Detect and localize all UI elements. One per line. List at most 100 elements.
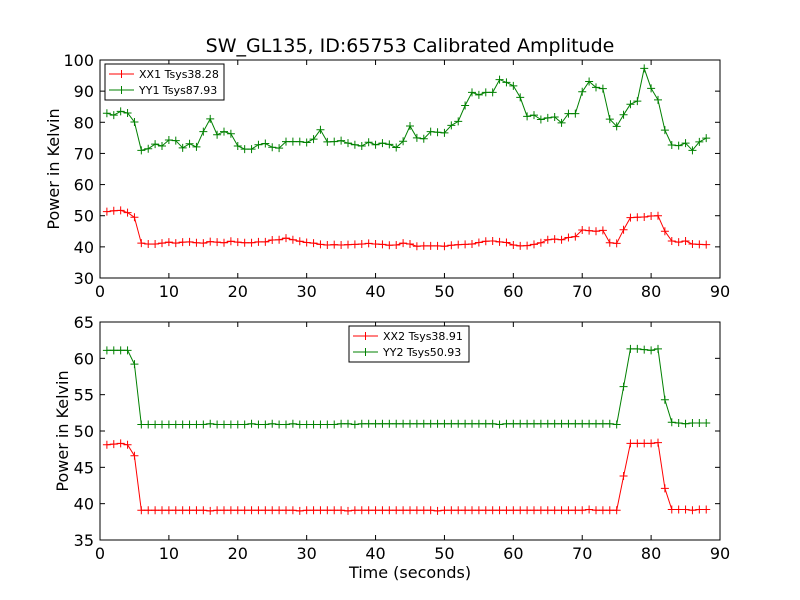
data-point-marker	[364, 239, 373, 248]
legend-item: YY2 Tsys50.93	[353, 346, 461, 359]
data-point-marker	[144, 506, 153, 515]
data-point-marker	[123, 108, 132, 117]
data-point-marker	[523, 506, 532, 515]
y-tick-label: 45	[74, 458, 94, 477]
data-point-marker	[536, 506, 545, 515]
data-point-marker	[481, 506, 490, 515]
y-tick-label: 30	[74, 269, 94, 288]
data-point-marker	[282, 137, 290, 146]
data-point-marker	[419, 134, 428, 143]
data-point-marker	[130, 451, 139, 460]
data-point-marker	[378, 419, 387, 428]
data-point-marker	[171, 506, 180, 515]
data-point-marker	[109, 111, 118, 120]
data-point-marker	[302, 506, 311, 515]
data-point-marker	[543, 113, 552, 122]
data-point-marker	[592, 419, 600, 428]
x-tick-label: 0	[95, 282, 105, 301]
x-tick-label: 40	[365, 282, 385, 301]
data-point-marker	[337, 506, 346, 515]
data-point-marker	[681, 505, 690, 514]
data-point-marker	[447, 506, 456, 515]
series-yy2	[102, 344, 711, 429]
data-point-marker	[598, 84, 607, 93]
data-point-marker	[109, 346, 118, 355]
data-point-marker	[585, 77, 594, 86]
data-point-marker	[295, 237, 304, 246]
data-point-marker	[206, 114, 215, 123]
legend-marker	[361, 348, 370, 356]
data-point-marker	[571, 419, 580, 428]
legend-item: XX1 Tsys38.28	[109, 68, 219, 81]
data-point-marker	[702, 134, 711, 143]
data-point-marker	[550, 419, 559, 428]
data-point-marker	[309, 506, 318, 515]
x-tick-label: 90	[710, 544, 730, 563]
data-point-marker	[474, 238, 483, 247]
data-point-marker	[406, 240, 414, 249]
x-tick-label: 60	[503, 544, 523, 563]
data-point-marker	[454, 117, 463, 126]
data-point-marker	[688, 240, 697, 249]
series-xx1	[102, 206, 711, 251]
data-point-marker	[247, 506, 256, 515]
data-point-marker	[268, 143, 277, 152]
plot-area-frame	[99, 321, 721, 541]
data-point-marker	[571, 109, 580, 118]
data-point-marker	[536, 115, 545, 124]
data-point-marker	[151, 420, 160, 429]
data-point-marker	[468, 419, 476, 428]
legend-label: XX2 Tsys38.91	[383, 330, 463, 343]
data-point-marker	[530, 111, 538, 120]
data-point-marker	[344, 419, 352, 428]
data-point-marker	[144, 420, 153, 429]
series-line	[106, 66, 707, 152]
data-point-marker	[240, 506, 249, 515]
data-point-marker	[350, 506, 359, 515]
data-point-marker	[130, 213, 139, 222]
data-point-marker	[474, 419, 483, 428]
data-point-marker	[447, 419, 456, 428]
data-point-marker	[406, 506, 414, 515]
data-point-marker	[461, 101, 470, 110]
data-point-marker	[144, 240, 153, 249]
data-point-marker	[240, 238, 249, 247]
data-point-marker	[337, 136, 346, 145]
data-point-marker	[667, 141, 676, 150]
data-point-marker	[288, 235, 297, 244]
data-point-marker	[213, 238, 222, 247]
data-point-marker	[633, 97, 642, 106]
data-point-marker	[137, 146, 146, 155]
data-point-marker	[130, 360, 139, 369]
data-point-marker	[158, 506, 166, 515]
data-point-marker	[357, 506, 366, 515]
data-point-marker	[674, 505, 683, 514]
data-point-marker	[392, 506, 401, 515]
data-point-marker	[640, 64, 649, 73]
data-point-marker	[474, 506, 483, 515]
data-point-marker	[220, 127, 228, 136]
x-tick-label: 80	[641, 544, 661, 563]
data-point-marker	[495, 75, 504, 84]
y-tick-label: 80	[74, 113, 94, 132]
data-point-marker	[295, 506, 304, 515]
data-point-marker	[578, 506, 587, 515]
data-point-marker	[433, 241, 442, 250]
x-tick-label: 50	[434, 282, 454, 301]
y-tick-label: 50	[74, 422, 94, 441]
data-point-marker	[468, 240, 476, 249]
y-tick-label: 55	[74, 386, 94, 405]
data-point-marker	[585, 419, 594, 428]
x-tick-label: 70	[572, 544, 592, 563]
data-point-marker	[302, 138, 311, 147]
data-point-marker	[192, 142, 201, 151]
data-point-marker	[137, 420, 146, 429]
data-point-marker	[695, 137, 704, 146]
data-point-marker	[495, 506, 504, 515]
data-point-marker	[647, 212, 656, 221]
data-point-marker	[185, 139, 194, 148]
x-tick-label: 0	[95, 544, 105, 563]
data-point-marker	[185, 506, 194, 515]
data-point-marker	[412, 133, 421, 142]
